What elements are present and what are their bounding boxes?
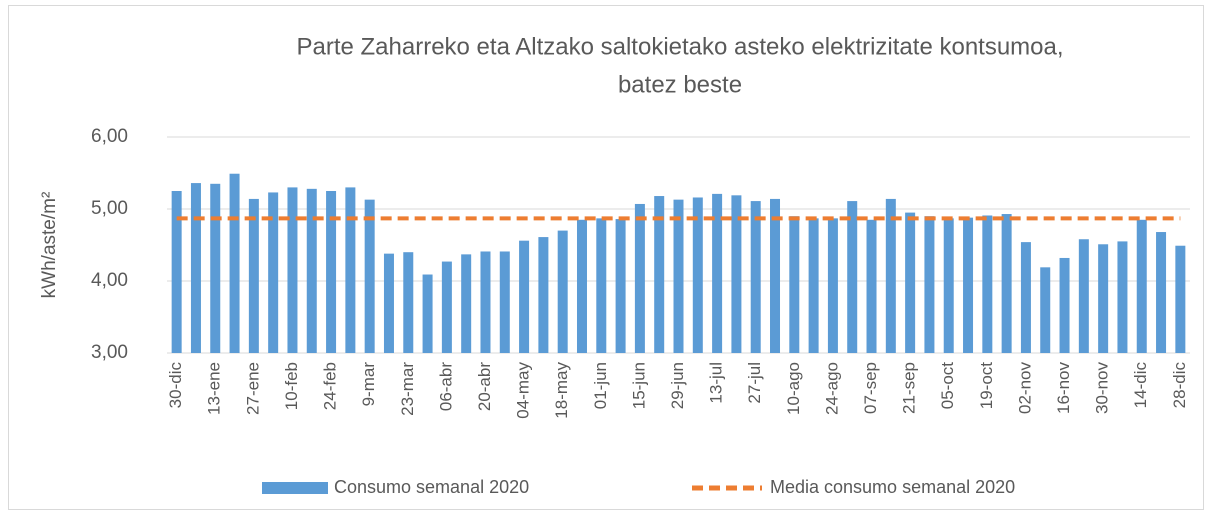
bar: [461, 254, 472, 353]
bar: [306, 188, 317, 353]
bar: [190, 183, 201, 353]
x-tick-label: 01-jun: [591, 362, 610, 409]
bar: [519, 240, 530, 353]
x-tick-label: 23-mar: [398, 362, 417, 416]
x-tick-label: 27-jul: [745, 362, 764, 404]
bar: [1001, 214, 1012, 353]
x-tick-label: 9-mar: [359, 362, 378, 407]
x-tick-label: 27-ene: [243, 362, 262, 415]
bar: [1136, 219, 1147, 353]
chart-title: batez beste: [618, 71, 742, 98]
bar: [1175, 245, 1186, 353]
x-tick-label: 06-abr: [436, 362, 455, 411]
bar: [268, 192, 279, 353]
bar: [905, 212, 916, 353]
bar: [712, 193, 723, 353]
x-tick-label: 24-feb: [321, 362, 340, 410]
bar: [827, 218, 838, 353]
bar: [576, 219, 587, 353]
x-tick-label: 30-dic: [166, 362, 185, 409]
x-tick-label: 13-ene: [205, 362, 224, 415]
bar: [557, 230, 568, 353]
bar: [422, 274, 433, 353]
y-axis-label: kWh/aste/m²: [39, 192, 60, 299]
bar: [982, 215, 993, 353]
bar: [403, 252, 414, 353]
bar: [1020, 242, 1031, 353]
legend-label: Media consumo semanal 2020: [770, 477, 1015, 497]
bar: [1098, 244, 1109, 353]
x-tick-label: 16-nov: [1054, 362, 1073, 414]
bar: [673, 199, 684, 353]
bar: [750, 201, 761, 353]
bar: [364, 199, 375, 353]
bar: [480, 251, 491, 353]
x-tick-label: 05-oct: [938, 362, 957, 410]
bar: [326, 191, 337, 353]
x-tick-label: 10-ago: [784, 362, 803, 415]
bar: [789, 216, 800, 353]
x-tick-label: 28-dic: [1170, 362, 1189, 409]
bar: [345, 187, 356, 353]
x-tick-label: 14-dic: [1131, 362, 1150, 409]
bar: [885, 198, 896, 353]
bar: [499, 251, 510, 353]
bar: [634, 203, 645, 353]
x-tick-label: 15-jun: [629, 362, 648, 409]
bar: [692, 197, 703, 353]
x-tick-label: 18-may: [552, 362, 571, 419]
x-tick-label: 30-nov: [1093, 362, 1112, 414]
bar: [383, 253, 394, 353]
bar: [808, 218, 819, 353]
bar: [924, 216, 935, 353]
bar: [1078, 239, 1089, 353]
bar: [210, 183, 221, 353]
x-tick-label: 20-abr: [475, 362, 494, 411]
x-tick-label: 02-nov: [1015, 362, 1034, 414]
x-tick-label: 29-jun: [668, 362, 687, 409]
bar: [1156, 232, 1167, 353]
bar: [943, 218, 954, 353]
x-tick-label: 21-sep: [900, 362, 919, 414]
bar: [171, 191, 182, 353]
bar: [538, 237, 549, 353]
bar: [770, 198, 781, 353]
bar: [1040, 267, 1051, 353]
x-tick-label: 19-oct: [977, 362, 996, 410]
y-tick-label: 5,00: [91, 198, 128, 219]
bar: [847, 201, 858, 353]
y-tick-label: 4,00: [91, 270, 128, 291]
bar: [963, 217, 974, 353]
bar: [866, 219, 877, 353]
x-tick-label: 24-ago: [822, 362, 841, 415]
bar: [654, 196, 665, 353]
x-tick-label: 13-jul: [707, 362, 726, 404]
bar: [287, 187, 298, 353]
bar: [1117, 241, 1128, 353]
x-tick-label: 04-may: [514, 362, 533, 419]
y-tick-label: 3,00: [91, 342, 128, 363]
bar: [229, 173, 240, 353]
chart-title: Parte Zaharreko eta Altzako saltokietako…: [296, 33, 1063, 60]
y-tick-label: 6,00: [91, 126, 128, 147]
legend-label: Consumo semanal 2020: [334, 477, 529, 497]
bar: [615, 219, 626, 353]
x-tick-label: 10-feb: [282, 362, 301, 410]
legend-swatch: [262, 482, 328, 494]
bar: [441, 261, 452, 353]
bar: [731, 195, 742, 353]
bar: [248, 198, 259, 353]
x-tick-label: 07-sep: [861, 362, 880, 414]
bar: [1059, 257, 1070, 353]
bar: [596, 218, 607, 353]
